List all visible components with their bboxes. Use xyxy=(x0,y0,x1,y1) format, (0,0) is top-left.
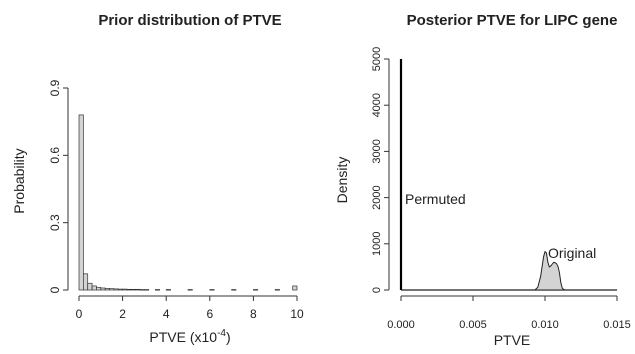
prior-bar xyxy=(130,288,137,291)
prior-bar xyxy=(96,286,102,291)
posterior-y-tick-label: 2000 xyxy=(371,185,383,209)
posterior-y-tick-label: 3000 xyxy=(371,139,383,163)
posterior-y-tick-label: 1000 xyxy=(371,232,383,256)
prior-bar xyxy=(87,282,93,291)
prior-axes: 0 2 4 6 8 10 0 0.3 0.6 0.9 xyxy=(48,79,304,321)
prior-x-axis-label-base: PTVE (x10 xyxy=(149,329,217,345)
prior-bar xyxy=(144,289,150,291)
prior-bar xyxy=(165,289,171,291)
prior-bar xyxy=(100,287,106,291)
prior-y-tick-label: 0.3 xyxy=(48,214,62,231)
prior-bar xyxy=(154,289,161,291)
posterior-y-tick-label: 4000 xyxy=(371,93,383,117)
prior-x-tick-label: 4 xyxy=(163,307,170,321)
posterior-x-tick-label: 0.000 xyxy=(387,319,415,331)
prior-y-tick-label: 0 xyxy=(48,286,62,293)
prior-bar xyxy=(209,289,215,291)
prior-x-tick-label: 8 xyxy=(250,307,257,321)
posterior-y-axis-label: Density xyxy=(334,157,350,204)
original-series-label: Original xyxy=(548,245,596,261)
posterior-x-tick-label: 0.005 xyxy=(459,319,487,331)
prior-x-tick-label: 0 xyxy=(76,307,83,321)
prior-bar xyxy=(231,289,237,291)
prior-bar xyxy=(109,288,115,291)
prior-bar xyxy=(139,289,145,291)
prior-bar xyxy=(292,285,298,291)
prior-y-axis-label: Probability xyxy=(11,148,27,213)
posterior-chart-title: Posterior PTVE for LIPC gene xyxy=(407,12,618,29)
prior-x-tick-label: 10 xyxy=(290,307,304,321)
prior-x-axis-label-close: ) xyxy=(226,329,231,345)
prior-bar xyxy=(135,288,141,291)
prior-bar xyxy=(122,288,128,291)
permuted-series-label: Permuted xyxy=(405,191,466,207)
prior-y-tick-label: 0.9 xyxy=(48,79,62,96)
prior-bars xyxy=(78,114,298,291)
posterior-x-axis-label: PTVE xyxy=(494,332,531,348)
prior-bar xyxy=(187,289,193,291)
posterior-y-tick-label: 0 xyxy=(371,287,383,293)
prior-bar xyxy=(113,288,119,291)
prior-bar xyxy=(253,289,259,291)
prior-bar xyxy=(78,114,84,291)
prior-bar xyxy=(117,288,123,291)
prior-bar xyxy=(274,289,280,291)
posterior-marks xyxy=(399,59,617,291)
posterior-x-tick-label: 0.015 xyxy=(603,319,631,331)
prior-x-tick-label: 6 xyxy=(206,307,213,321)
prior-chart: Prior distribution of PTVE Probability P… xyxy=(11,12,304,345)
prior-bar xyxy=(104,288,110,291)
prior-bar xyxy=(126,288,132,291)
prior-y-tick-label: 0.6 xyxy=(48,147,62,164)
prior-bar xyxy=(91,285,97,291)
prior-x-axis-label: PTVE (x10-4) xyxy=(149,328,230,345)
posterior-y-tick-label: 5000 xyxy=(371,47,383,71)
original-density-area xyxy=(533,250,566,291)
prior-x-tick-label: 2 xyxy=(119,307,126,321)
posterior-x-tick-label: 0.010 xyxy=(531,319,559,331)
prior-x-axis-label-exponent: -4 xyxy=(217,328,226,339)
prior-chart-title: Prior distribution of PTVE xyxy=(98,12,281,29)
posterior-chart: Posterior PTVE for LIPC gene Density PTV… xyxy=(334,12,631,348)
posterior-axes: 0.000 0.005 0.010 0.015 0 1000 2000 3000 4000 500… xyxy=(371,47,631,331)
prior-bar xyxy=(83,273,89,291)
